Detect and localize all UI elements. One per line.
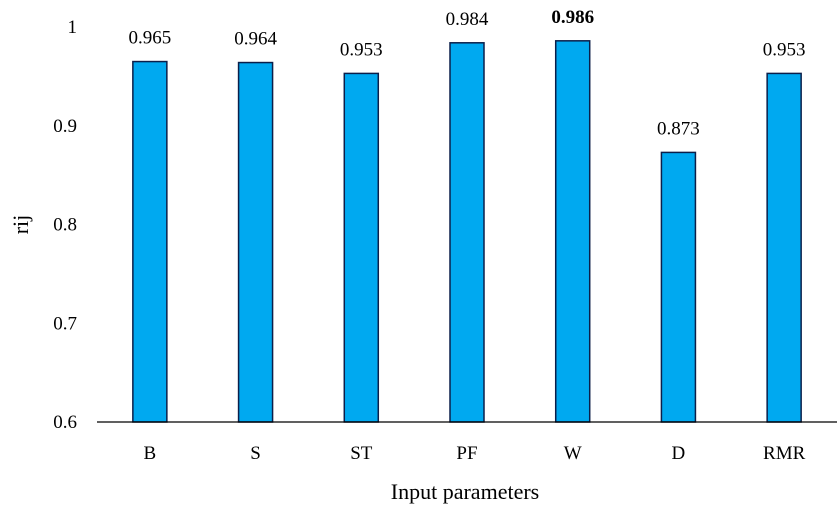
data-label-st: 0.953 — [340, 39, 383, 60]
x-tick-label: D — [672, 443, 686, 464]
y-tick-label: 0.8 — [53, 215, 77, 236]
y-tick-label: 0.6 — [53, 412, 77, 433]
data-label-rmr: 0.953 — [763, 39, 806, 60]
data-label-pf: 0.984 — [446, 9, 489, 30]
y-axis-title: rij — [8, 215, 33, 235]
bar-w — [554, 40, 591, 423]
data-label-d: 0.873 — [657, 118, 700, 139]
x-tick-label: B — [144, 443, 157, 464]
x-tick-label: S — [250, 443, 261, 464]
y-tick-label: 0.9 — [53, 116, 77, 137]
y-tick-label: 1 — [68, 17, 78, 38]
bar-d — [660, 151, 697, 423]
y-tick-label: 0.7 — [53, 313, 77, 334]
data-labels: 0.965 0.964 0.953 0.984 0.986 0.873 0.953 — [128, 7, 805, 140]
bar-st — [343, 72, 380, 423]
x-tick-label: PF — [456, 443, 477, 464]
x-axis-tick-labels: B S ST PF W D RMR — [144, 443, 806, 464]
bar-b — [132, 60, 168, 423]
data-label-s: 0.964 — [234, 29, 277, 50]
bar-pf — [449, 42, 485, 423]
x-tick-label: RMR — [763, 443, 806, 464]
x-tick-label: ST — [350, 443, 373, 464]
y-axis-tick-labels: 0.6 0.7 0.8 0.9 1 — [53, 17, 77, 433]
bar-s — [237, 61, 274, 423]
x-tick-label: W — [564, 443, 582, 464]
data-label-b: 0.965 — [128, 28, 171, 49]
x-axis-title: Input parameters — [391, 479, 539, 504]
bar-rmr — [766, 72, 802, 423]
bar-series — [132, 40, 802, 423]
data-label-w: 0.986 — [551, 7, 594, 28]
